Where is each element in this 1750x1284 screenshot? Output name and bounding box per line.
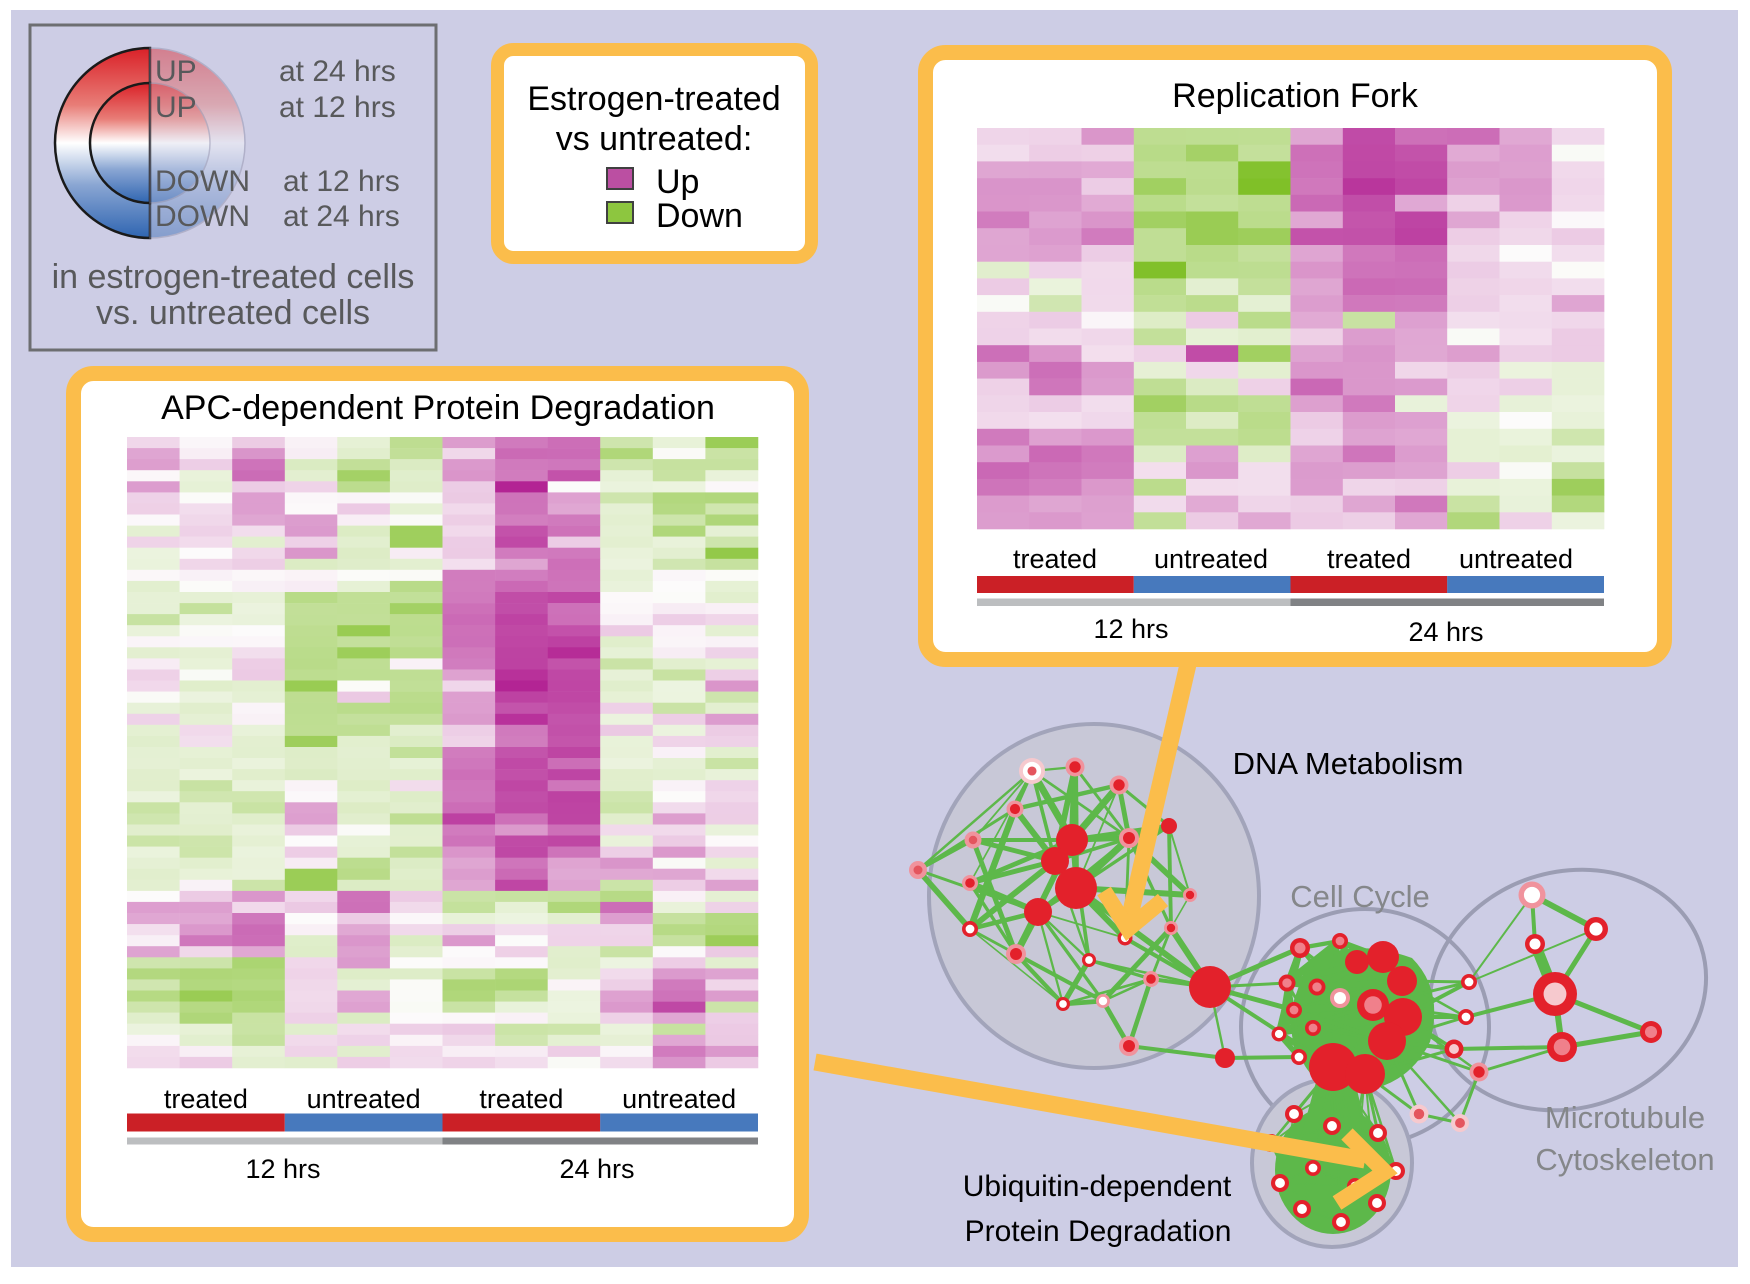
svg-text:in estrogen-treated cells: in estrogen-treated cells (52, 258, 415, 296)
svg-text:untreated: untreated (307, 1084, 421, 1114)
svg-text:at 24 hrs: at 24 hrs (279, 55, 396, 88)
svg-text:Protein Degradation: Protein Degradation (965, 1215, 1232, 1248)
svg-text:Up: Up (656, 163, 699, 201)
svg-text:APC-dependent Protein Degradat: APC-dependent Protein Degradation (161, 389, 715, 427)
svg-text:treated: treated (164, 1084, 248, 1114)
svg-text:treated: treated (479, 1084, 563, 1114)
svg-text:at 12 hrs: at 12 hrs (279, 91, 396, 124)
svg-text:Cytoskeleton: Cytoskeleton (1535, 1142, 1714, 1177)
svg-text:Microtubule: Microtubule (1545, 1100, 1705, 1135)
svg-text:24 hrs: 24 hrs (1408, 617, 1483, 647)
svg-text:treated: treated (1013, 544, 1097, 574)
svg-text:untreated: untreated (1459, 544, 1573, 574)
svg-text:vs untreated:: vs untreated: (556, 120, 753, 158)
svg-text:12 hrs: 12 hrs (1093, 614, 1168, 644)
svg-text:untreated: untreated (622, 1084, 736, 1114)
svg-text:12 hrs: 12 hrs (245, 1154, 320, 1184)
svg-text:UP: UP (155, 55, 197, 88)
svg-text:DOWN: DOWN (155, 200, 250, 233)
svg-text:at 24 hrs: at 24 hrs (283, 200, 400, 233)
svg-text:at 12 hrs: at 12 hrs (283, 165, 400, 198)
svg-text:UP: UP (155, 91, 197, 124)
svg-text:Down: Down (656, 197, 743, 235)
svg-text:Estrogen-treated: Estrogen-treated (527, 80, 780, 118)
svg-text:treated: treated (1327, 544, 1411, 574)
svg-text:vs. untreated cells: vs. untreated cells (96, 294, 370, 332)
svg-text:Ubiquitin-dependent: Ubiquitin-dependent (963, 1170, 1232, 1203)
svg-text:24 hrs: 24 hrs (559, 1154, 634, 1184)
svg-text:untreated: untreated (1154, 544, 1268, 574)
svg-text:Replication Fork: Replication Fork (1172, 77, 1419, 115)
svg-text:Cell Cycle: Cell Cycle (1290, 879, 1430, 914)
svg-text:DNA Metabolism: DNA Metabolism (1233, 746, 1464, 781)
svg-text:DOWN: DOWN (155, 165, 250, 198)
